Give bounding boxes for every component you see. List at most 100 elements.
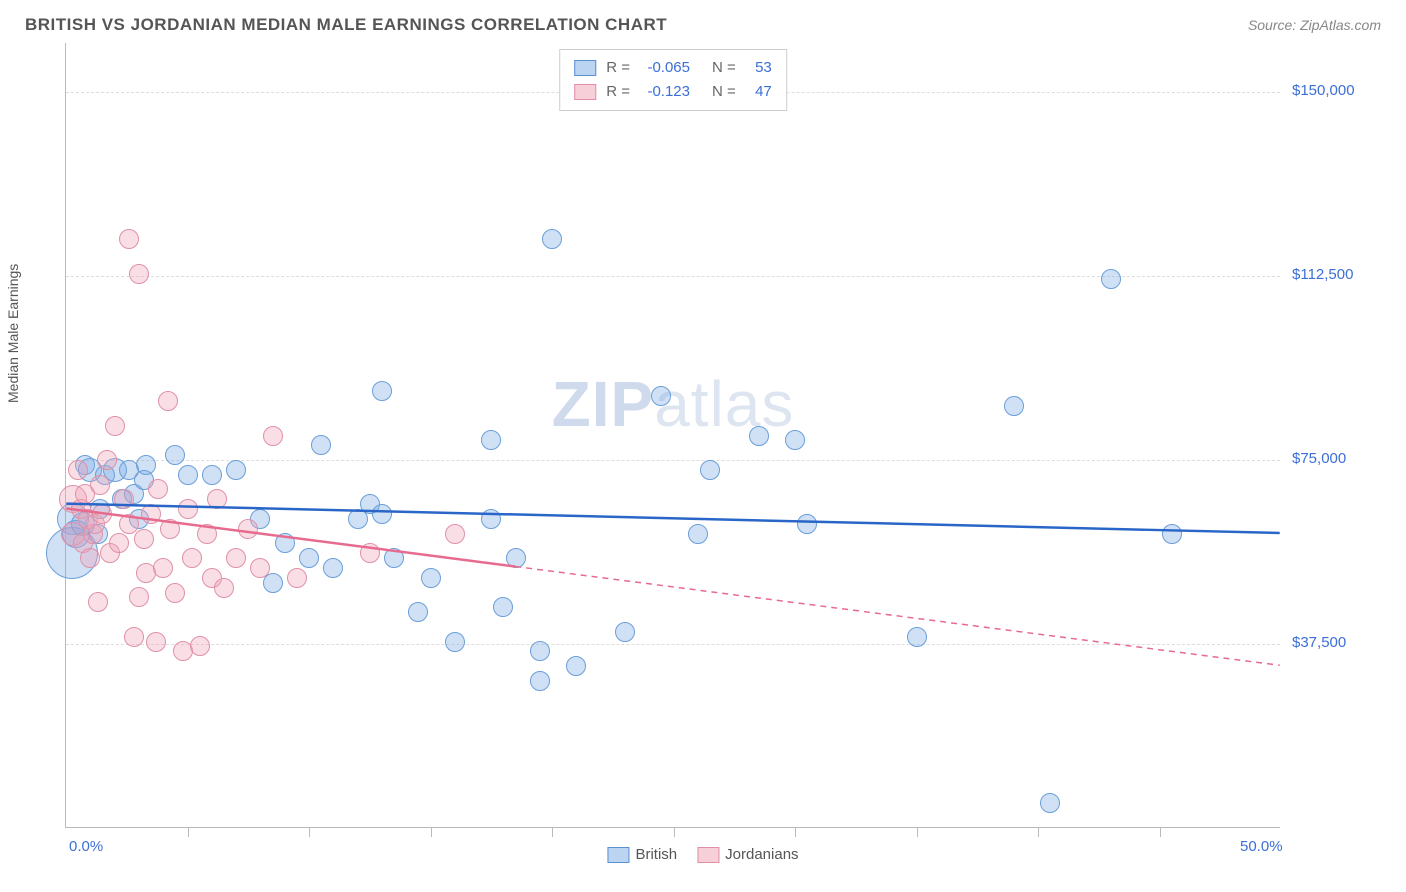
legend-item-british: British — [607, 846, 677, 863]
x-tick — [1038, 827, 1039, 837]
data-point-jordanians — [226, 548, 246, 568]
data-point-jordanians — [90, 475, 110, 495]
data-point-british — [785, 430, 805, 450]
x-tick — [188, 827, 189, 837]
correlation-legend: R =-0.065N =53R =-0.123N =47 — [559, 49, 787, 111]
data-point-british — [530, 641, 550, 661]
data-point-british — [445, 632, 465, 652]
data-point-jordanians — [129, 264, 149, 284]
data-point-jordanians — [141, 504, 161, 524]
y-tick-label: $150,000 — [1292, 82, 1355, 99]
corr-row-british: R =-0.065N =53 — [574, 56, 772, 80]
data-point-jordanians — [88, 592, 108, 612]
data-point-british — [481, 430, 501, 450]
watermark-bold: ZIP — [552, 368, 655, 440]
legend-label: British — [635, 846, 677, 863]
data-point-british — [165, 445, 185, 465]
data-point-jordanians — [146, 632, 166, 652]
x-tick-label: 0.0% — [69, 838, 103, 855]
data-point-british — [651, 386, 671, 406]
n-label: N = — [712, 80, 736, 104]
data-point-jordanians — [445, 524, 465, 544]
data-point-british — [323, 558, 343, 578]
x-tick-label: 50.0% — [1240, 838, 1283, 855]
x-tick — [917, 827, 918, 837]
r-label: R = — [606, 56, 630, 80]
data-point-british — [615, 622, 635, 642]
data-point-british — [1101, 269, 1121, 289]
data-point-jordanians — [153, 558, 173, 578]
data-point-british — [566, 656, 586, 676]
swatch-icon — [574, 84, 596, 100]
swatch-icon — [607, 847, 629, 863]
data-point-jordanians — [158, 391, 178, 411]
data-point-british — [797, 514, 817, 534]
data-point-british — [372, 504, 392, 524]
data-point-jordanians — [207, 489, 227, 509]
data-point-british — [421, 568, 441, 588]
data-point-british — [907, 627, 927, 647]
data-point-jordanians — [97, 450, 117, 470]
data-point-jordanians — [124, 627, 144, 647]
data-point-british — [226, 460, 246, 480]
gridline — [66, 644, 1280, 645]
data-point-jordanians — [68, 460, 88, 480]
data-point-jordanians — [178, 499, 198, 519]
data-point-british — [506, 548, 526, 568]
data-point-jordanians — [214, 578, 234, 598]
source-label: Source: ZipAtlas.com — [1248, 17, 1381, 33]
swatch-icon — [574, 60, 596, 76]
data-point-british — [311, 435, 331, 455]
swatch-icon — [697, 847, 719, 863]
data-point-jordanians — [160, 519, 180, 539]
data-point-jordanians — [287, 568, 307, 588]
data-point-jordanians — [250, 558, 270, 578]
x-tick — [431, 827, 432, 837]
n-value: 53 — [746, 56, 772, 80]
data-point-jordanians — [238, 519, 258, 539]
data-point-jordanians — [190, 636, 210, 656]
gridline — [66, 276, 1280, 277]
data-point-british — [178, 465, 198, 485]
chart-title: BRITISH VS JORDANIAN MEDIAN MALE EARNING… — [25, 15, 667, 35]
series-legend: British Jordanians — [607, 846, 798, 863]
data-point-jordanians — [119, 229, 139, 249]
r-value: -0.065 — [640, 56, 690, 80]
y-tick-label: $112,500 — [1292, 266, 1353, 283]
data-point-british — [408, 602, 428, 622]
corr-row-jordanians: R =-0.123N =47 — [574, 80, 772, 104]
data-point-jordanians — [263, 426, 283, 446]
data-point-british — [372, 381, 392, 401]
x-tick — [795, 827, 796, 837]
legend-item-jordanians: Jordanians — [697, 846, 798, 863]
data-point-british — [1040, 793, 1060, 813]
data-point-british — [749, 426, 769, 446]
data-point-jordanians — [129, 587, 149, 607]
chart-container: Median Male Earnings ZIPatlas R =-0.065N… — [15, 43, 1391, 863]
data-point-british — [493, 597, 513, 617]
data-point-british — [384, 548, 404, 568]
data-point-jordanians — [105, 416, 125, 436]
data-point-british — [542, 229, 562, 249]
trend-lines — [66, 43, 1280, 827]
y-tick-label: $75,000 — [1292, 450, 1346, 467]
legend-label: Jordanians — [725, 846, 798, 863]
data-point-jordanians — [114, 489, 134, 509]
data-point-british — [481, 509, 501, 529]
x-tick — [1160, 827, 1161, 837]
source-name: ZipAtlas.com — [1300, 17, 1381, 33]
data-point-british — [688, 524, 708, 544]
data-point-jordanians — [182, 548, 202, 568]
data-point-british — [530, 671, 550, 691]
watermark-light: atlas — [654, 368, 794, 440]
r-value: -0.123 — [640, 80, 690, 104]
scatter-plot: ZIPatlas R =-0.065N =53R =-0.123N =47 — [65, 43, 1280, 828]
data-point-jordanians — [80, 548, 100, 568]
data-point-jordanians — [134, 529, 154, 549]
r-label: R = — [606, 80, 630, 104]
x-tick — [552, 827, 553, 837]
data-point-jordanians — [92, 504, 112, 524]
data-point-jordanians — [165, 583, 185, 603]
data-point-british — [700, 460, 720, 480]
data-point-british — [299, 548, 319, 568]
